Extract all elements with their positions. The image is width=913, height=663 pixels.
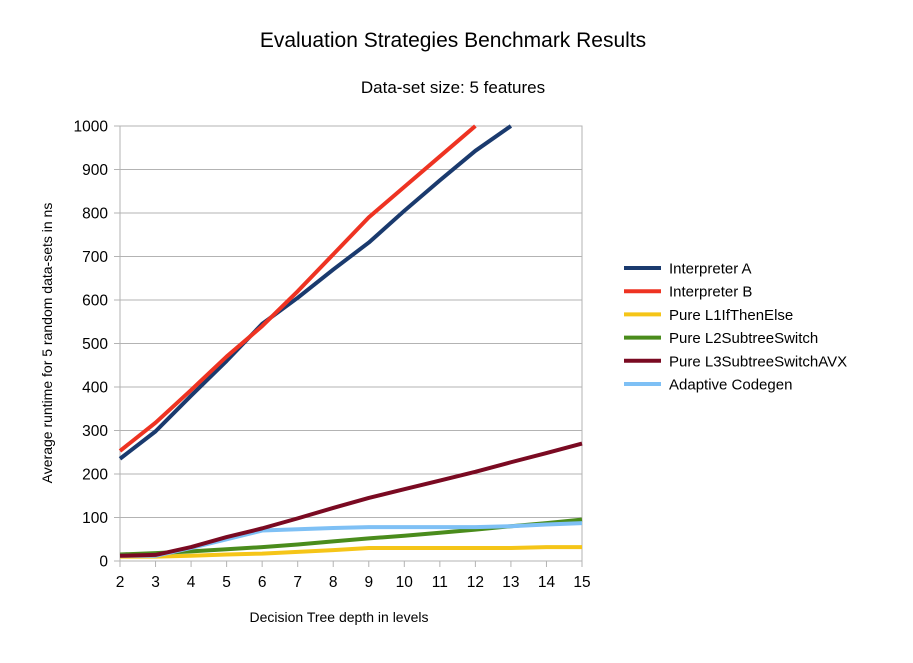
series-line-pure-l3subtreeswitchavx [119,441,583,558]
x-tick-label: 6 [258,574,267,591]
series-line-interpreter-a [118,124,513,461]
y-tick-label: 800 [82,206,108,223]
grid [120,125,582,562]
x-axis: 2 3 4 5 6 7 8 9 10 11 12 13 14 15 [116,561,591,591]
x-tick-label: 5 [222,574,231,591]
series-line-interpreter-b [118,124,477,453]
y-tick-label: 100 [82,510,108,527]
y-tick-label: 600 [82,293,108,310]
legend-label: Pure L3SubtreeSwitchAVX [669,353,847,370]
series-layer [118,124,583,559]
series-line-pure-l1ifthenelse [120,545,582,559]
y-tick-label: 700 [82,249,108,266]
y-tick-label: 1000 [74,119,109,136]
x-axis-label: Decision Tree depth in levels [250,609,429,625]
x-tick-label: 11 [432,574,448,591]
y-tick-label: 500 [82,336,108,353]
x-tick-label: 4 [187,574,196,591]
chart-title: Evaluation Strategies Benchmark Results [260,29,646,52]
x-tick-label: 10 [396,574,414,591]
x-tick-label: 14 [538,574,556,591]
y-tick-label: 900 [82,162,108,179]
chart-subtitle: Data-set size: 5 features [361,78,545,97]
y-tick-label: 400 [82,380,108,397]
legend-label: Interpreter A [669,261,752,278]
y-tick-label: 200 [82,467,108,484]
legend: Interpreter A Interpreter B Pure L1IfThenE… [624,261,847,394]
x-tick-label: 12 [467,574,484,591]
y-axis-label: Average runtime for 5 random data-sets i… [39,203,55,484]
y-axis: 0 100 200 300 400 500 600 700 800 900 1000 [74,119,120,571]
x-tick-label: 3 [151,574,160,591]
y-tick-label: 0 [99,554,108,571]
x-tick-label: 9 [364,574,373,591]
legend-label: Interpreter B [669,284,752,301]
x-tick-label: 13 [502,574,519,591]
x-tick-label: 7 [293,574,302,591]
x-tick-label: 8 [329,574,338,591]
legend-label: Adaptive Codegen [669,377,792,394]
legend-label: Pure L2SubtreeSwitch [669,330,818,347]
x-tick-label: 2 [116,574,125,591]
y-tick-label: 300 [82,423,108,440]
x-tick-label: 15 [573,574,590,591]
legend-label: Pure L1IfThenElse [669,307,793,324]
